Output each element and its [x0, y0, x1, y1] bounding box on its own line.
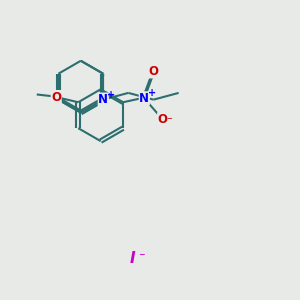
Text: +: + [107, 90, 116, 100]
Text: ⁻: ⁻ [138, 251, 145, 264]
Text: N: N [98, 93, 108, 106]
Text: O: O [158, 113, 168, 126]
Text: O: O [51, 91, 61, 103]
Text: +: + [148, 88, 156, 98]
Text: ⁻: ⁻ [167, 116, 172, 126]
Text: N: N [139, 92, 149, 105]
Text: I: I [130, 251, 135, 266]
Text: O: O [148, 65, 158, 78]
